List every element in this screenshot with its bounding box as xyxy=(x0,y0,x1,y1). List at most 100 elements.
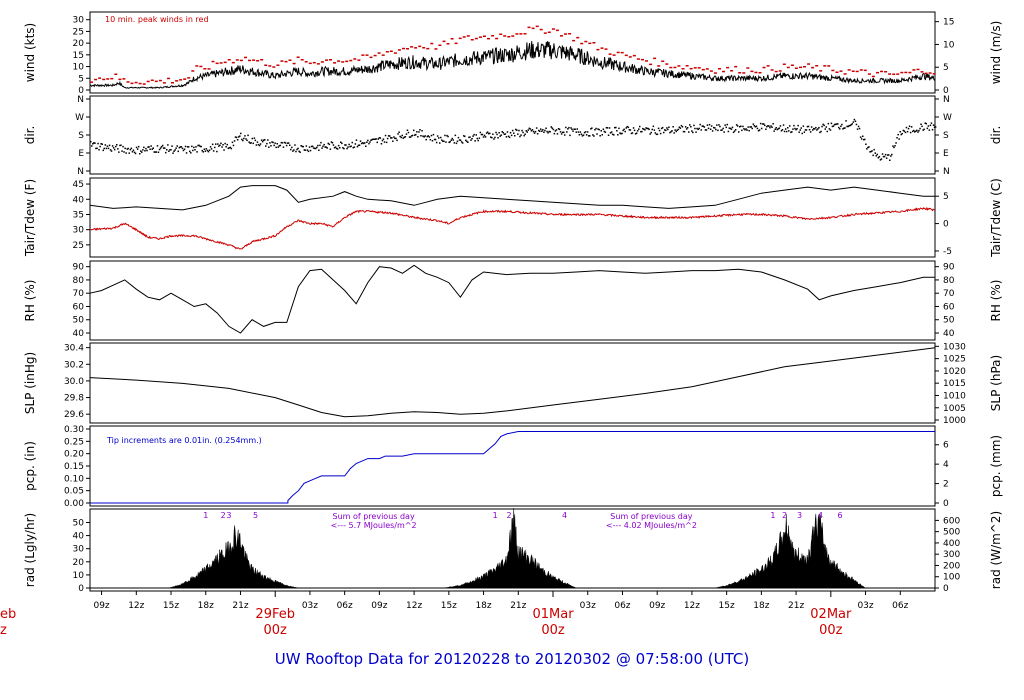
direction-mark xyxy=(280,141,283,144)
direction-mark xyxy=(528,127,531,130)
direction-mark xyxy=(715,128,717,131)
direction-mark xyxy=(754,126,757,128)
peak-wind-mark xyxy=(292,62,296,65)
day-label: 02Mar xyxy=(810,607,852,622)
direction-mark xyxy=(221,146,223,148)
direction-mark xyxy=(204,150,207,152)
direction-mark xyxy=(180,146,183,148)
direction-mark xyxy=(433,138,436,141)
direction-mark xyxy=(614,126,616,129)
x-tick-label: 09z xyxy=(93,601,109,611)
direction-mark xyxy=(926,127,929,130)
direction-mark xyxy=(417,136,419,138)
rad-ylabel: rad (Lgly/hr) xyxy=(23,513,37,587)
direction-mark xyxy=(92,143,94,145)
direction-mark xyxy=(927,125,930,127)
peak-wind-mark xyxy=(892,73,896,75)
rad-tick-label: 50 xyxy=(73,518,85,528)
direction-mark xyxy=(186,146,189,148)
direction-mark xyxy=(301,145,303,148)
peak-wind-mark xyxy=(657,65,661,67)
direction-mark xyxy=(369,141,371,143)
direction-mark xyxy=(408,136,411,138)
direction-mark xyxy=(465,139,467,142)
direction-mark xyxy=(114,148,116,151)
direction-mark xyxy=(347,146,349,148)
direction-mark xyxy=(304,149,307,151)
direction-mark xyxy=(522,131,524,134)
direction-mark xyxy=(824,128,826,130)
direction-mark xyxy=(753,125,756,127)
direction-mark xyxy=(556,133,559,135)
direction-mark xyxy=(237,136,240,138)
direction-mark xyxy=(611,133,614,136)
direction-mark xyxy=(457,136,460,139)
x-tick-label: 12z xyxy=(128,601,144,611)
direction-mark xyxy=(672,126,674,128)
direction-mark xyxy=(573,128,575,130)
direction-mark xyxy=(736,125,739,127)
direction-mark xyxy=(139,153,141,155)
peak-wind-mark xyxy=(349,59,353,62)
direction-mark xyxy=(805,129,808,131)
direction-mark xyxy=(500,134,502,136)
direction-mark xyxy=(887,154,889,156)
direction-mark xyxy=(108,144,111,147)
rh-tick-label: 90 xyxy=(73,263,85,273)
temp-frame xyxy=(89,177,936,258)
direction-mark xyxy=(682,130,685,133)
direction-mark xyxy=(501,131,503,133)
direction-mark xyxy=(464,135,466,138)
direction-mark xyxy=(918,129,920,132)
direction-mark xyxy=(239,135,241,137)
direction-mark xyxy=(152,147,154,149)
peak-wind-mark xyxy=(819,70,823,72)
direction-mark xyxy=(318,149,320,151)
direction-mark xyxy=(729,127,732,130)
direction-mark xyxy=(928,129,931,131)
direction-mark xyxy=(181,147,184,150)
peak-wind-mark xyxy=(256,60,260,62)
direction-mark xyxy=(905,126,908,129)
direction-mark xyxy=(243,137,245,140)
direction-mark xyxy=(425,138,427,141)
panel-pcp: 0.00 0.05 0.10 0.15 0.20 0.25 0.30 0 2 4 6 pcp. (in… xyxy=(23,425,1003,509)
direction-mark xyxy=(260,139,263,141)
direction-mark xyxy=(696,127,698,130)
direction-mark xyxy=(773,130,775,132)
direction-mark xyxy=(168,150,170,152)
direction-mark xyxy=(98,149,100,151)
direction-mark xyxy=(783,130,786,133)
direction-mark xyxy=(145,147,147,150)
wind-tick-label: 25 xyxy=(73,27,84,37)
direction-mark xyxy=(852,121,855,123)
direction-mark xyxy=(182,149,185,152)
direction-mark xyxy=(844,127,846,129)
direction-mark xyxy=(827,122,830,125)
peak-wind-mark xyxy=(738,72,742,74)
direction-mark xyxy=(683,130,686,133)
direction-mark xyxy=(910,126,913,128)
peak-wind-mark xyxy=(333,62,337,64)
peak-wind-mark xyxy=(345,60,349,63)
direction-mark xyxy=(144,150,146,152)
slp-rtick-label: 1005 xyxy=(943,404,966,414)
direction-mark xyxy=(141,151,143,153)
direction-mark xyxy=(373,138,375,140)
direction-mark xyxy=(829,129,832,131)
direction-mark xyxy=(733,130,736,132)
direction-mark xyxy=(257,143,260,146)
pcp-tick-label: 0.25 xyxy=(64,437,84,447)
direction-mark xyxy=(788,130,790,132)
direction-mark xyxy=(665,129,667,132)
direction-mark xyxy=(106,145,109,147)
direction-mark xyxy=(596,133,598,135)
direction-mark xyxy=(859,136,862,138)
direction-mark xyxy=(668,126,670,128)
direction-mark xyxy=(812,129,814,131)
peak-wind-mark xyxy=(377,52,381,54)
slp-rtick-label: 1020 xyxy=(943,367,966,377)
direction-mark xyxy=(426,135,428,138)
peak-wind-mark xyxy=(223,61,227,64)
peak-wind-mark xyxy=(762,66,766,69)
